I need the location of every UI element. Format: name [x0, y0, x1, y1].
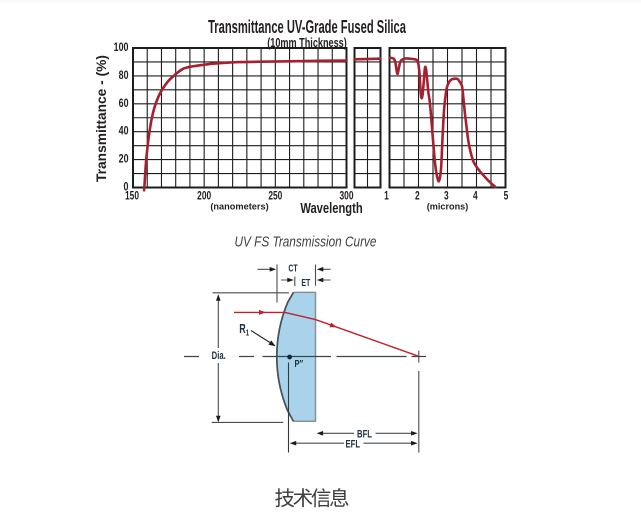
svg-text:EFL: EFL	[346, 438, 361, 451]
svg-text:40: 40	[119, 124, 129, 138]
svg-text:300: 300	[339, 190, 353, 203]
svg-text:150: 150	[125, 190, 139, 203]
svg-text:60: 60	[119, 97, 129, 111]
svg-text:P″: P″	[295, 358, 304, 369]
svg-text:200: 200	[197, 190, 211, 203]
svg-text:ET: ET	[301, 277, 311, 289]
svg-text:0: 0	[124, 180, 129, 194]
svg-text:Transmittance - (%): Transmittance - (%)	[94, 55, 109, 182]
svg-text:Wavelength: Wavelength	[300, 199, 362, 216]
svg-text:1: 1	[384, 190, 389, 203]
svg-text:R1: R1	[239, 323, 249, 338]
svg-text:BFL: BFL	[357, 428, 372, 441]
svg-text:2: 2	[415, 190, 420, 203]
svg-text:Transmittance UV-Grade Fused S: Transmittance UV-Grade Fused Silica	[208, 17, 406, 38]
svg-text:5: 5	[504, 190, 509, 203]
svg-text:4: 4	[473, 190, 478, 203]
svg-text:100: 100	[114, 41, 129, 55]
svg-text:(10mm Thickness): (10mm Thickness)	[267, 37, 347, 51]
svg-text:(microns): (microns)	[427, 201, 468, 211]
svg-text:(nanometers): (nanometers)	[210, 201, 268, 211]
svg-text:80: 80	[119, 69, 129, 83]
svg-text:250: 250	[268, 190, 282, 203]
svg-text:Dia.: Dia.	[212, 350, 226, 363]
svg-text:CT: CT	[288, 262, 298, 274]
svg-text:UV FS Transmission Curve: UV FS Transmission Curve	[234, 233, 376, 250]
svg-text:20: 20	[119, 152, 129, 166]
svg-text:3: 3	[444, 190, 449, 203]
